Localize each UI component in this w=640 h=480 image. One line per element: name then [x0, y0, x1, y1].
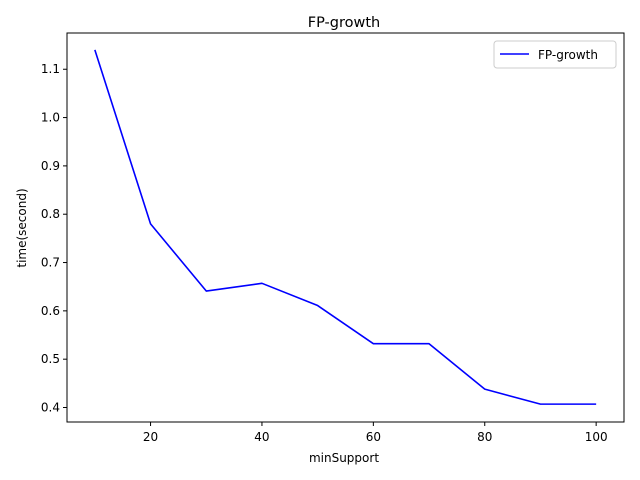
- y-tick-label: 0.5: [41, 352, 60, 366]
- y-tick-label: 0.9: [41, 159, 60, 173]
- series-layer: [94, 49, 597, 405]
- chart-title: FP-growth: [308, 15, 380, 31]
- y-axis-label: time(second): [15, 188, 29, 267]
- x-axis-label: minSupport: [309, 451, 379, 465]
- x-tick-label: 20: [143, 430, 158, 444]
- x-tick-label: 60: [366, 430, 381, 444]
- x-axis: 20 40 60 80 100: [143, 422, 608, 444]
- x-tick-label: 80: [477, 430, 492, 444]
- y-tick-label: 0.8: [41, 207, 60, 221]
- y-tick-label: 1.0: [41, 111, 60, 125]
- legend: FP-growth: [493, 40, 617, 69]
- x-tick-label: 100: [585, 430, 608, 444]
- y-tick-label: 0.7: [41, 256, 60, 270]
- y-axis: 0.4 0.5 0.6 0.7 0.8 0.9 1.0 1.1: [41, 62, 67, 415]
- y-tick-label: 1.1: [41, 62, 60, 76]
- x-tick-label: 40: [254, 430, 269, 444]
- y-tick-label: 0.4: [41, 401, 60, 415]
- series-line: [94, 49, 597, 405]
- y-tick-label: 0.6: [41, 304, 60, 318]
- legend-box: [493, 40, 617, 69]
- legend-label: FP-growth: [538, 48, 598, 62]
- plot-frame: [66, 32, 625, 423]
